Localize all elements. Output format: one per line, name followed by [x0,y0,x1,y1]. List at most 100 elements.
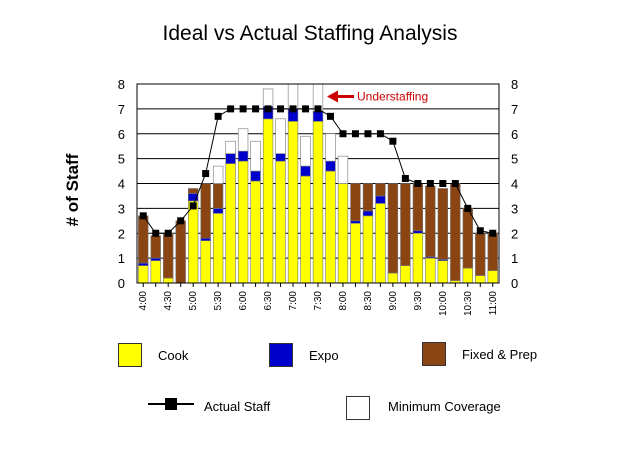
bar-fixed-prep [462,208,473,269]
actual-staff-point [302,105,310,113]
x-tick-label: 8:00 [338,291,349,311]
understaffing-label: Understaffing [357,89,428,103]
y-tick-label-left: 6 [118,127,125,142]
bar-expo [138,262,149,266]
y-tick-label-left: 1 [118,251,125,266]
bar-fixed-prep [150,235,161,259]
bar-cook [163,277,174,284]
bar-fixed-prep [212,183,224,209]
bar-cook [300,175,311,284]
bar-cook [212,213,224,284]
y-tick-label-right: 0 [511,276,518,291]
y-tick-label-right: 7 [511,102,518,117]
bar-expo [412,230,424,234]
x-tick-label: 8:30 [363,291,374,311]
actual-staff-point [152,229,160,237]
axes: 0 0 1 1 2 2 3 3 4 4 5 5 6 6 7 7 8 8 4:00 4:30 5:00 5:30 6:00 6:… [118,77,518,316]
actual-staff-point [214,112,222,120]
y-tick-label-left: 2 [118,226,125,241]
x-tick-label: 6:30 [263,291,274,311]
legend-swatch-cook [118,343,142,367]
y-tick-label-left: 0 [118,276,125,291]
x-tick-label: 9:30 [413,291,424,311]
bar-minimum-coverage [225,140,236,154]
legend-label-expo: Expo [309,348,339,363]
bar-cook [487,270,498,284]
actual-staff-point [351,130,359,138]
bar-fixed-prep [475,232,486,276]
bar-minimum-coverage [337,155,349,184]
y-tick-label-right: 8 [511,77,518,92]
actual-staff-point [264,105,272,113]
bar-cook [412,232,424,284]
bar-minimum-coverage [275,118,286,154]
bar-minimum-coverage [300,135,311,167]
bar-fixed-prep [200,183,211,239]
x-tick-label: 11:00 [488,291,499,316]
legend-label-actual-staff: Actual Staff [204,399,271,414]
bar-fixed-prep [450,183,461,281]
bar-fixed-prep [375,183,386,197]
bar-expo [312,111,324,122]
bar-fixed-prep [487,232,498,271]
bar-expo [200,237,211,242]
bar-cook [188,200,199,284]
bar-expo [375,195,386,204]
bar-fixed-prep [175,220,186,284]
actual-staff-point [464,204,472,212]
actual-staff-point [339,130,347,138]
actual-staff-point [189,202,197,210]
bar-fixed-prep [138,215,149,264]
bar-fixed-prep [188,188,199,194]
bar-expo [212,208,224,214]
bar-cook [325,170,336,284]
x-tick-label: 10:30 [463,291,474,316]
bar-fixed-prep [437,188,448,260]
x-tick-label: 4:00 [138,291,149,311]
bar-cook [462,267,473,284]
bar-cook [375,203,386,284]
y-tick-label-right: 2 [511,226,518,241]
y-tick-label-left: 5 [118,152,125,167]
actual-staff-point [414,180,422,187]
bar-cook [225,163,236,284]
bar-cook [275,160,286,284]
legend-swatch-fixed-prep [422,342,446,366]
bar-cook [425,257,436,284]
actual-staff-point [364,130,372,138]
y-tick-label-right: 4 [511,177,518,192]
y-tick-label-right: 5 [511,152,518,167]
actual-staff-point [476,227,484,235]
bar-expo [362,210,374,217]
bar-minimum-coverage [325,133,336,162]
y-tick-label-right: 1 [511,251,518,266]
bar-expo [225,153,236,164]
bar-cook [350,223,361,284]
actual-staff-point [177,217,185,225]
actual-staff-point [439,180,447,187]
bar-fixed-prep [425,185,436,258]
chart-title: Ideal vs Actual Staffing Analysis [163,22,458,45]
actual-staff-point [426,180,434,187]
x-tick-label: 6:00 [238,291,249,311]
actual-staff-line [139,105,497,237]
bar-expo [300,165,311,177]
bar-fixed-prep [387,183,399,274]
actual-staff-point [376,130,384,138]
actual-staff-point [202,170,210,178]
bar-minimum-coverage [250,140,261,172]
actual-staff-point [451,180,459,187]
bar-fixed-prep [350,183,361,222]
bar-minimum-coverage [237,128,249,152]
y-tick-label-right: 3 [511,201,518,216]
bar-cook [250,180,261,284]
actual-staff-point [289,105,297,113]
bar-fixed-prep [163,232,174,279]
actual-staff-point [389,137,397,145]
legend-swatch-expo [269,343,293,367]
actual-staff-point [314,105,322,113]
x-tick-label: 7:30 [313,291,324,311]
annotations: Understaffing [327,89,428,103]
bar-cook [138,265,149,284]
